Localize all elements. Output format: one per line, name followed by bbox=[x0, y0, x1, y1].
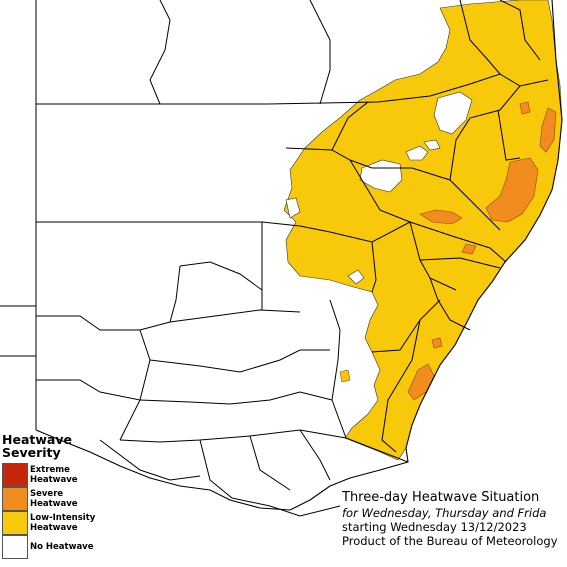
legend-title-line1: Heatwave bbox=[2, 432, 72, 447]
legend-label-low-intensity: Low-Intensity Heatwave bbox=[30, 513, 110, 533]
map-source: Product of the Bureau of Meteorology bbox=[342, 534, 558, 548]
legend-title: Heatwave Severity bbox=[0, 433, 112, 459]
legend-swatch-no-heatwave bbox=[2, 535, 28, 559]
map-title: Three-day Heatwave Situation bbox=[342, 490, 540, 505]
coastline bbox=[35, 0, 563, 511]
legend-label-severe-line2: Heatwave bbox=[30, 498, 78, 509]
legend: Heatwave Severity Extreme Heatwave Sever… bbox=[0, 433, 112, 559]
legend-title-line2: Severity bbox=[2, 445, 61, 460]
legend-label-extreme-line1: Extreme bbox=[30, 465, 70, 475]
severe-heatwave-area bbox=[339, 101, 557, 401]
legend-label-extreme-line2: Heatwave bbox=[30, 474, 78, 485]
legend-label-low-intensity-line2: Heatwave bbox=[30, 522, 78, 533]
legend-swatch-severe bbox=[2, 487, 28, 511]
map-info-block: Three-day Heatwave Situation for Wednesd… bbox=[342, 489, 567, 548]
legend-label-no-heatwave: No Heatwave bbox=[30, 542, 110, 553]
legend-swatch-extreme bbox=[2, 463, 28, 487]
legend-swatch-low-intensity bbox=[2, 511, 28, 535]
legend-label-no-heatwave-line1: No Heatwave bbox=[30, 542, 94, 552]
legend-label-low-intensity-line1: Low-Intensity bbox=[30, 513, 96, 523]
legend-label-severe-line1: Severe bbox=[30, 489, 64, 499]
legend-label-extreme: Extreme Heatwave bbox=[30, 465, 110, 485]
legend-label-severe: Severe Heatwave bbox=[30, 489, 110, 509]
region-boundaries bbox=[0, 0, 549, 517]
map-start-date: starting Wednesday 13/12/2023 bbox=[342, 520, 527, 534]
map-period: for Wednesday, Thursday and Frida bbox=[342, 506, 547, 520]
